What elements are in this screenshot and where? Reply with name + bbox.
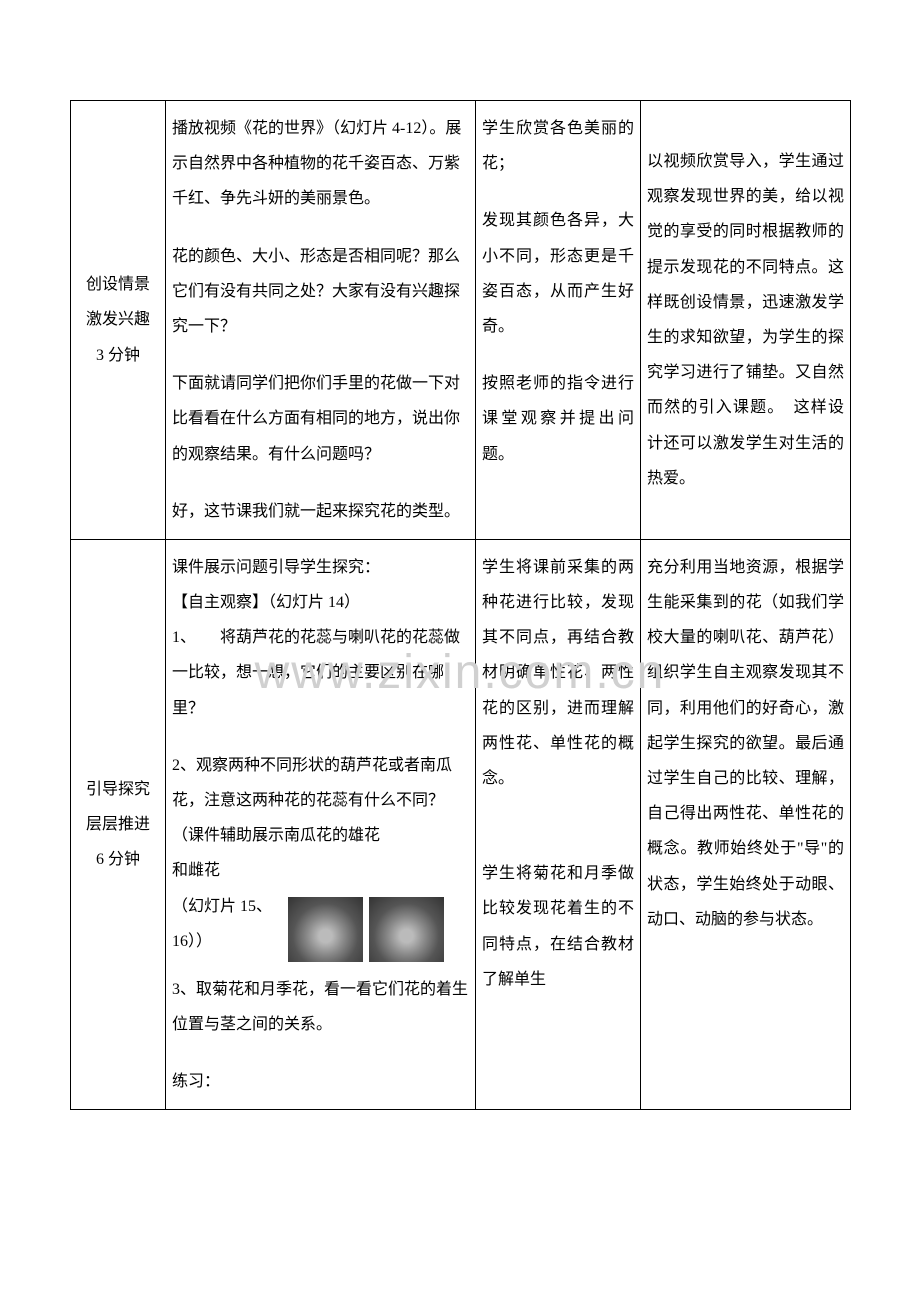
teacher-text: 花的颜色、大小、形态是否相同呢？那么它们有没有共同之处？大家有没有兴趣探究一下？: [172, 239, 469, 345]
student-activity-cell: 学生欣赏各色美丽的花； 发现其颜色各异，大小不同，形态更是千姿百态，从而产生好奇…: [476, 101, 641, 540]
slide-photo-row: （幻灯片 15、16））: [172, 889, 469, 962]
teacher-text: 3、取菊花和月季花，看一看它们花的着生位置与茎之间的关系。: [172, 972, 469, 1042]
intent-text: 充分利用当地资源，根据学生能采集到的花（如我们学校大量的喇叭花、葫芦花）组织学生…: [647, 550, 844, 937]
intent-text: 以视频欣赏导入，学生通过观察发现世界的美，给以视觉的享受的同时根据教师的提示发现…: [647, 144, 844, 496]
stage-label: 创设情景: [77, 267, 159, 302]
stage-label: 6 分钟: [77, 842, 159, 877]
student-activity-cell: 学生将课前采集的两种花进行比较，发现其不同点，再结合教材明确单性花、两性花的区别…: [476, 539, 641, 1109]
teacher-text: 练习：: [172, 1064, 469, 1099]
stage-label: 激发兴趣: [77, 302, 159, 337]
teacher-text: 下面就请同学们把你们手里的花做一下对比看看在什么方面有相同的地方，说出你的观察结…: [172, 366, 469, 472]
table-row: 引导探究 层层推进 6 分钟 课件展示问题引导学生探究： 【自主观察】（幻灯片 …: [71, 539, 851, 1109]
flower-photo-icon: [288, 897, 363, 962]
student-text: 学生欣赏各色美丽的花；: [482, 111, 634, 181]
lesson-plan-table: 创设情景 激发兴趣 3 分钟 播放视频《花的世界》（幻灯片 4-12）。展示自然…: [70, 100, 851, 1110]
stage-label: 3 分钟: [77, 338, 159, 373]
teacher-text: 2、观察两种不同形状的葫芦花或者南瓜花，注意这两种花的花蕊有什么不同？（课件辅助…: [172, 748, 469, 854]
teacher-text: 【自主观察】（幻灯片 14）: [172, 585, 469, 620]
teacher-activity-cell: 课件展示问题引导学生探究： 【自主观察】（幻灯片 14） 1、 将葫芦花的花蕊与…: [166, 539, 476, 1109]
stage-cell: 引导探究 层层推进 6 分钟: [71, 539, 166, 1109]
student-text: 学生将菊花和月季做比较发现花着生的不同特点，在结合教材了解单生: [482, 856, 634, 997]
stage-label: 层层推进: [77, 807, 159, 842]
teacher-text: 课件展示问题引导学生探究：: [172, 550, 469, 585]
teacher-text: 1、 将葫芦花的花蕊与喇叭花的花蕊做一比较，想一想，它们的主要区别在哪里？: [172, 620, 469, 726]
table-row: 创设情景 激发兴趣 3 分钟 播放视频《花的世界》（幻灯片 4-12）。展示自然…: [71, 101, 851, 540]
stage-cell: 创设情景 激发兴趣 3 分钟: [71, 101, 166, 540]
design-intent-cell: 以视频欣赏导入，学生通过观察发现世界的美，给以视觉的享受的同时根据教师的提示发现…: [641, 101, 851, 540]
stage-label: 引导探究: [77, 772, 159, 807]
flower-photo-icon: [369, 897, 444, 962]
design-intent-cell: 充分利用当地资源，根据学生能采集到的花（如我们学校大量的喇叭花、葫芦花）组织学生…: [641, 539, 851, 1109]
teacher-text: （幻灯片 15、16））: [172, 889, 282, 959]
student-text: 学生将课前采集的两种花进行比较，发现其不同点，再结合教材明确单性花、两性花的区别…: [482, 550, 634, 796]
teacher-text: 播放视频《花的世界》（幻灯片 4-12）。展示自然界中各种植物的花千姿百态、万紫…: [172, 111, 469, 217]
teacher-text: 好，这节课我们就一起来探究花的类型。: [172, 494, 469, 529]
student-text: 发现其颜色各异，大小不同，形态更是千姿百态，从而产生好奇。: [482, 203, 634, 344]
student-text: 按照老师的指令进行课堂观察并提出问题。: [482, 366, 634, 472]
teacher-activity-cell: 播放视频《花的世界》（幻灯片 4-12）。展示自然界中各种植物的花千姿百态、万紫…: [166, 101, 476, 540]
teacher-text: 和雌花: [172, 853, 469, 888]
